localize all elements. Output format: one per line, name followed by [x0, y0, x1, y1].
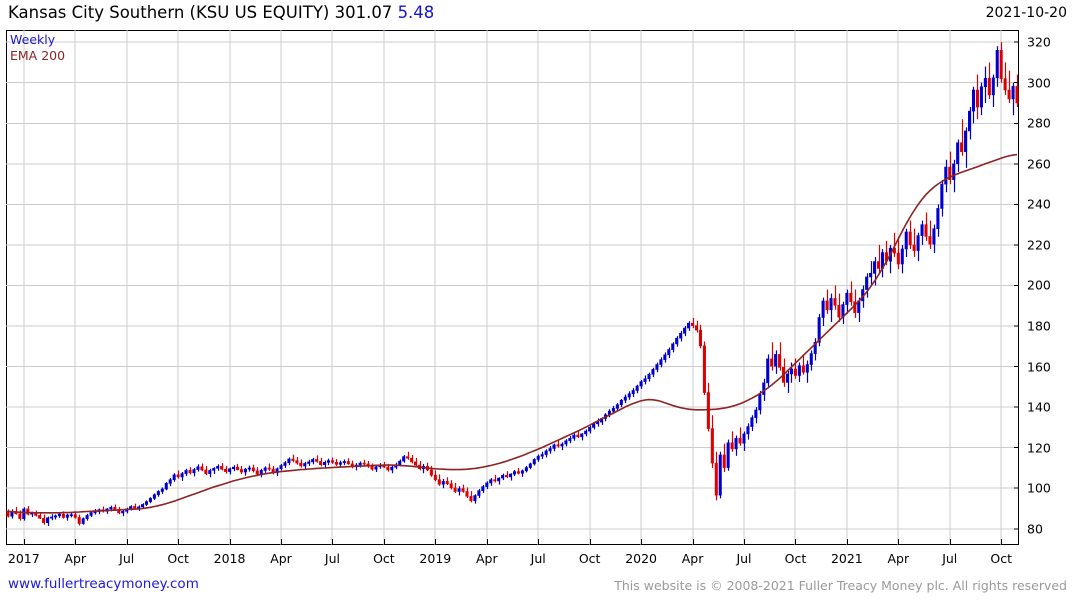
x-axis-tick: Oct	[578, 551, 601, 566]
gridlines	[6, 30, 1019, 545]
x-axis-tick: Jul	[736, 551, 752, 566]
chart-date: 2021-10-20	[985, 5, 1067, 21]
x-axis-tick: Jul	[119, 551, 135, 566]
x-axis-tick: Apr	[270, 551, 292, 566]
x-axis-tick: 2020	[625, 551, 657, 566]
x-axis-tick: Jul	[324, 551, 340, 566]
x-axis-tick: 2019	[419, 551, 452, 566]
ema-200-line	[6, 153, 1018, 514]
site-url[interactable]: www.fullertreacymoney.com	[8, 576, 199, 592]
x-axis-tick: 2017	[7, 551, 40, 566]
y-axis-tick: 320	[1027, 34, 1051, 50]
x-axis-tick: Apr	[681, 551, 704, 566]
y-axis-tick: 140	[1027, 399, 1051, 415]
x-axis-tick: Oct	[167, 551, 189, 566]
y-axis-tick: 100	[1027, 480, 1051, 496]
y-axis-tick: 80	[1027, 521, 1043, 537]
x-axis-tick: Oct	[373, 551, 395, 566]
x-axis-tick: Jul	[530, 551, 546, 566]
x-axis-tick: Apr	[64, 551, 87, 566]
y-axis-tick: 260	[1027, 156, 1051, 172]
x-axis-tick: Apr	[475, 551, 498, 566]
y-axis-tick: 220	[1027, 237, 1051, 253]
y-axis-tick: 120	[1027, 440, 1051, 456]
chart-header: Kansas City Southern (KSU US EQUITY) 301…	[0, 0, 1075, 26]
copyright-notice: This website is © 2008-2021 Fuller Treac…	[614, 578, 1067, 593]
x-axis-tick: Oct	[990, 551, 1012, 566]
y-axis-tick: 200	[1027, 277, 1051, 293]
y-axis-tick: 280	[1027, 115, 1051, 131]
x-axis-tick: 2021	[830, 551, 863, 566]
y-axis-tick: 160	[1027, 359, 1051, 375]
title-text: Kansas City Southern (KSU US EQUITY) 301…	[8, 3, 393, 22]
y-axis-tick: 180	[1027, 318, 1051, 334]
price-change: 5.48	[397, 3, 435, 22]
y-axis-tick: 240	[1027, 196, 1051, 212]
y-axis-tick: 300	[1027, 75, 1051, 91]
x-axis-tick: Jul	[942, 551, 958, 566]
candles	[6, 42, 1019, 526]
page-title: Kansas City Southern (KSU US EQUITY) 301…	[8, 3, 434, 22]
candlestick-canvas	[6, 30, 1019, 545]
chart-plot-area	[6, 30, 1019, 545]
x-axis-tick: Apr	[887, 551, 910, 566]
x-axis-tick: 2018	[213, 551, 246, 566]
x-axis-tick: Oct	[784, 551, 807, 566]
